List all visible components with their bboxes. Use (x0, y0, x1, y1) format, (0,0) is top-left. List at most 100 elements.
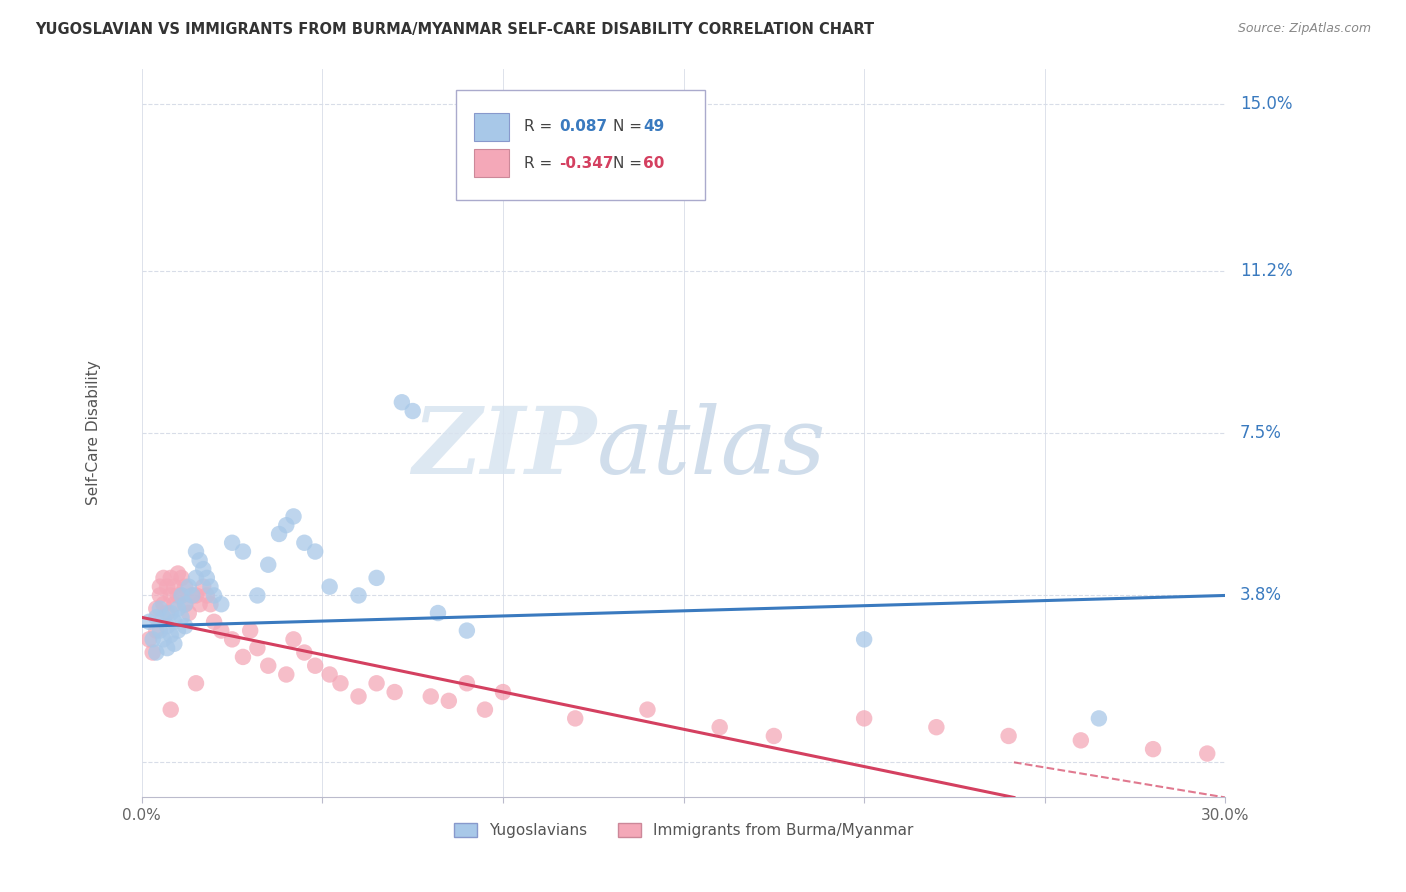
Point (193, 562, 215, 576)
Point (200, 580, 222, 594)
Point (159, 703, 181, 717)
Point (1142, 742, 1164, 756)
Point (267, 527, 290, 541)
Point (174, 580, 197, 594)
Bar (474, 150, 509, 178)
Point (202, 615, 225, 629)
Text: -0.347: -0.347 (560, 156, 613, 170)
Point (145, 601, 167, 615)
Point (159, 628, 181, 642)
Point (142, 632, 165, 647)
Point (709, 720, 731, 734)
Point (184, 571, 207, 585)
Text: 15.0%: 15.0% (1240, 95, 1292, 112)
Point (167, 589, 190, 603)
Point (145, 624, 167, 638)
Text: atlas: atlas (598, 402, 827, 492)
Point (232, 544, 254, 558)
Text: 49: 49 (644, 120, 665, 135)
Point (257, 558, 280, 572)
Point (419, 690, 441, 704)
Point (149, 601, 172, 615)
Point (997, 729, 1019, 743)
Point (156, 606, 179, 620)
Text: ZIP: ZIP (412, 402, 598, 492)
Point (177, 580, 200, 594)
Point (188, 597, 211, 611)
Text: 11.2%: 11.2% (1240, 261, 1292, 279)
Point (853, 632, 876, 647)
Point (366, 676, 388, 690)
Point (582, 185, 605, 199)
Point (156, 641, 179, 656)
Point (292, 535, 315, 549)
Point (138, 615, 160, 629)
Point (181, 589, 204, 603)
Text: 3.8%: 3.8% (1240, 586, 1282, 605)
Point (347, 690, 370, 704)
Point (276, 667, 298, 681)
Point (163, 580, 186, 594)
Text: 0.087: 0.087 (560, 120, 607, 135)
Text: Source: ZipAtlas.com: Source: ZipAtlas.com (1237, 22, 1371, 36)
Point (163, 637, 186, 651)
Point (184, 589, 207, 603)
Point (170, 589, 193, 603)
Point (257, 658, 280, 673)
Point (246, 589, 269, 603)
Point (276, 518, 298, 533)
Text: 60: 60 (644, 156, 665, 170)
Point (177, 606, 200, 620)
Text: N =: N = (613, 120, 647, 135)
Point (159, 606, 181, 620)
Point (152, 632, 174, 647)
Point (329, 676, 352, 690)
Point (853, 711, 876, 725)
Point (762, 729, 785, 743)
Text: YUGOSLAVIAN VS IMMIGRANTS FROM BURMA/MYANMAR SELF-CARE DISABILITY CORRELATION CH: YUGOSLAVIAN VS IMMIGRANTS FROM BURMA/MYA… (35, 22, 875, 37)
Text: 7.5%: 7.5% (1240, 424, 1282, 442)
Point (202, 589, 225, 603)
Point (142, 646, 165, 660)
Point (156, 580, 179, 594)
Point (152, 597, 174, 611)
Bar (474, 113, 509, 141)
Point (174, 597, 197, 611)
Point (456, 676, 478, 690)
Point (304, 544, 326, 558)
Point (427, 606, 450, 620)
Point (159, 589, 181, 603)
Point (152, 571, 174, 585)
Point (564, 711, 586, 725)
Point (167, 566, 190, 581)
Point (636, 703, 658, 717)
Point (188, 553, 211, 567)
Text: R =: R = (524, 120, 557, 135)
Point (221, 632, 243, 647)
Point (163, 597, 186, 611)
Point (239, 624, 262, 638)
Point (170, 589, 193, 603)
Point (181, 589, 204, 603)
Point (232, 649, 254, 664)
Point (195, 589, 218, 603)
Point (152, 610, 174, 624)
Legend: Yugoslavians, Immigrants from Burma/Myanmar: Yugoslavians, Immigrants from Burma/Myan… (447, 817, 920, 845)
Point (437, 694, 460, 708)
Point (402, 404, 425, 418)
Point (167, 624, 190, 638)
Point (347, 589, 370, 603)
Point (283, 509, 305, 524)
Point (184, 676, 207, 690)
Text: R =: R = (524, 156, 557, 170)
Point (163, 615, 186, 629)
Point (200, 597, 222, 611)
Point (138, 632, 160, 647)
Point (925, 720, 948, 734)
Text: N =: N = (613, 156, 647, 170)
Point (174, 597, 197, 611)
Point (156, 619, 179, 633)
Point (292, 646, 315, 660)
Point (145, 646, 167, 660)
Point (1197, 747, 1219, 761)
